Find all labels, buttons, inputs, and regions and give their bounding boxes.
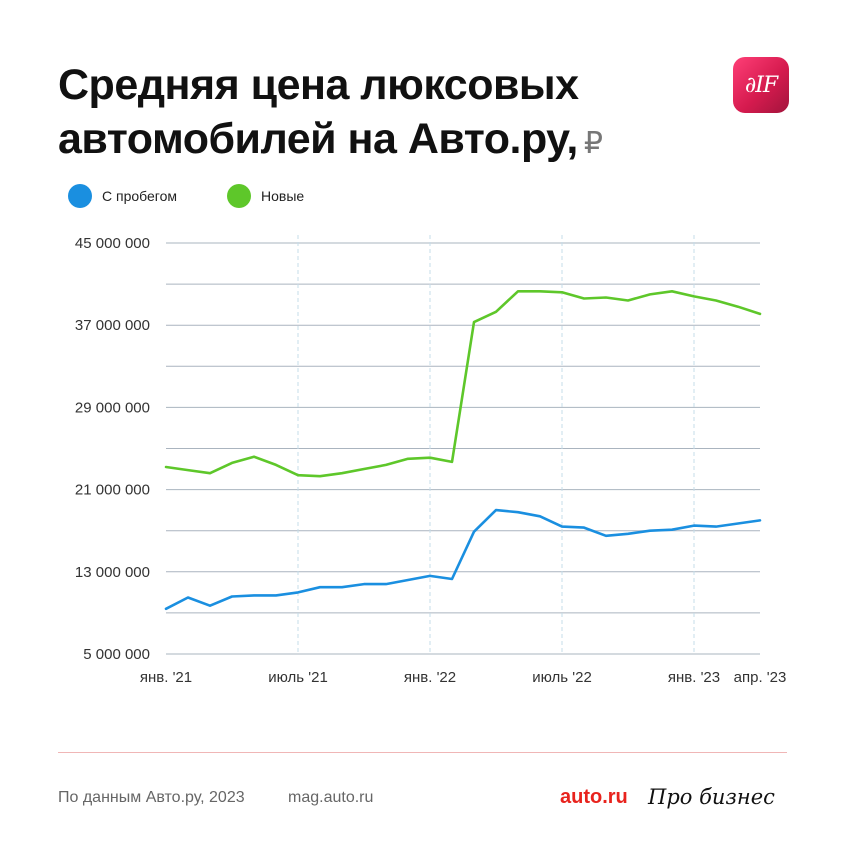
x-tick-label: июль '22 xyxy=(532,669,592,686)
title-line-1: Средняя цена люксовых xyxy=(58,61,579,109)
legend-dot-new-icon xyxy=(227,184,252,208)
legend-item-new: Новые xyxy=(227,184,304,208)
y-tick-label: 13 000 000 xyxy=(75,564,150,581)
pro-biznes-logo: Про бизнес xyxy=(648,785,775,809)
chart-legend: С пробегом Новые xyxy=(68,184,304,208)
y-tick-label: 37 000 000 xyxy=(75,317,150,334)
title-line-2: автомобилей на Авто.ру, ₽ xyxy=(58,112,603,171)
footer-divider xyxy=(58,752,787,753)
legend-item-used: С пробегом xyxy=(68,184,177,208)
title-line-2-text: автомобилей на Авто.ру, xyxy=(58,115,578,163)
legend-label-used: С пробегом xyxy=(102,188,178,204)
series-line-new xyxy=(164,289,762,478)
x-tick-label: июль '21 xyxy=(268,669,328,686)
x-tick-label: янв. '23 xyxy=(668,669,720,686)
y-tick-label: 29 000 000 xyxy=(75,399,150,416)
currency-sign: ₽ xyxy=(583,127,603,160)
footer-site-link[interactable]: mag.auto.ru xyxy=(288,789,374,806)
auto-ru-logo: auto.ru xyxy=(560,786,628,808)
y-tick-label: 5 000 000 xyxy=(83,646,150,663)
footer-source: По данным Авто.ру, 2023 xyxy=(58,789,245,806)
y-tick-label: 45 000 000 xyxy=(75,235,150,252)
brand-logo-icon: ∂IF xyxy=(733,57,789,113)
x-tick-label: янв. '21 xyxy=(140,669,192,686)
legend-dot-used-icon xyxy=(68,184,92,208)
x-tick-label: янв. '22 xyxy=(404,669,456,686)
page-title: Средняя цена люксовых автомобилей на Авт… xyxy=(58,58,603,171)
x-tick-label: апр. '23 xyxy=(734,669,787,686)
y-tick-label: 21 000 000 xyxy=(75,482,150,499)
series-line-used xyxy=(164,508,762,611)
legend-label-new: Новые xyxy=(261,188,305,204)
